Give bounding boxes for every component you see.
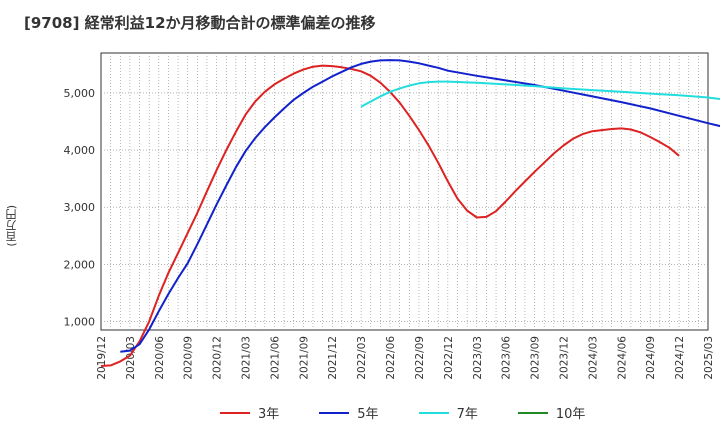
x-tick-label: 2025/03: [703, 336, 715, 380]
x-tick-label: 2023/12: [558, 336, 570, 380]
x-tick-label: 2024/03: [587, 336, 599, 380]
legend-label-3y: 3年: [258, 407, 280, 422]
y-tick-label: 4,000: [64, 144, 96, 157]
x-tick-label: 2022/06: [385, 336, 397, 380]
x-tick-label: 2024/09: [645, 336, 657, 380]
legend-swatch-7y: [418, 411, 449, 414]
chart-title: [9708] 経常利益12か月移動合計の標準偏差の推移: [24, 14, 376, 32]
x-tick-label: 2021/12: [327, 336, 339, 380]
x-tick-label: 2020/06: [154, 336, 166, 380]
x-tick-label: 2023/06: [501, 336, 513, 380]
legend-label-7y: 7年: [456, 407, 478, 422]
x-tick-label: 2022/12: [443, 336, 455, 380]
x-tick-label: 2024/06: [616, 336, 628, 380]
legend-swatch-5y: [319, 411, 350, 414]
x-tick-label: 2022/03: [356, 336, 368, 380]
y-tick-label: 2,000: [64, 258, 96, 271]
legend-item-7y: 7年: [418, 403, 478, 422]
legend-item-5y: 5年: [319, 403, 379, 422]
y-tick-label: 5,000: [64, 87, 96, 100]
series-line-1: [120, 59, 720, 353]
legend-swatch-3y: [220, 411, 250, 414]
legend-swatch-10y: [517, 411, 548, 414]
legend-item-3y: 3年: [220, 403, 279, 422]
y-tick-label: 1,000: [64, 315, 96, 328]
plot-area: [100, 52, 709, 331]
legend-label-5y: 5年: [357, 407, 379, 422]
x-tick-label: 2020/12: [212, 336, 224, 380]
x-tick-label: 2024/12: [674, 336, 686, 380]
x-tick-label: 2019/12: [96, 336, 108, 380]
x-tick-label: 2022/09: [414, 336, 426, 380]
x-tick-label: 2020/09: [183, 336, 195, 380]
legend-item-10y: 10年: [517, 403, 586, 422]
x-tick-label: 2021/09: [298, 336, 310, 380]
x-tick-label: 2023/09: [530, 336, 542, 380]
y-tick-label: 3,000: [64, 201, 96, 214]
legend-label-10y: 10年: [555, 407, 586, 422]
x-tick-label: 2021/06: [269, 336, 281, 380]
x-tick-label: 2021/03: [241, 336, 253, 380]
chart-legend: 3年 5年 7年 10年: [220, 403, 585, 422]
x-tick-label: 2023/03: [472, 336, 484, 380]
series-line-2: [360, 80, 720, 108]
